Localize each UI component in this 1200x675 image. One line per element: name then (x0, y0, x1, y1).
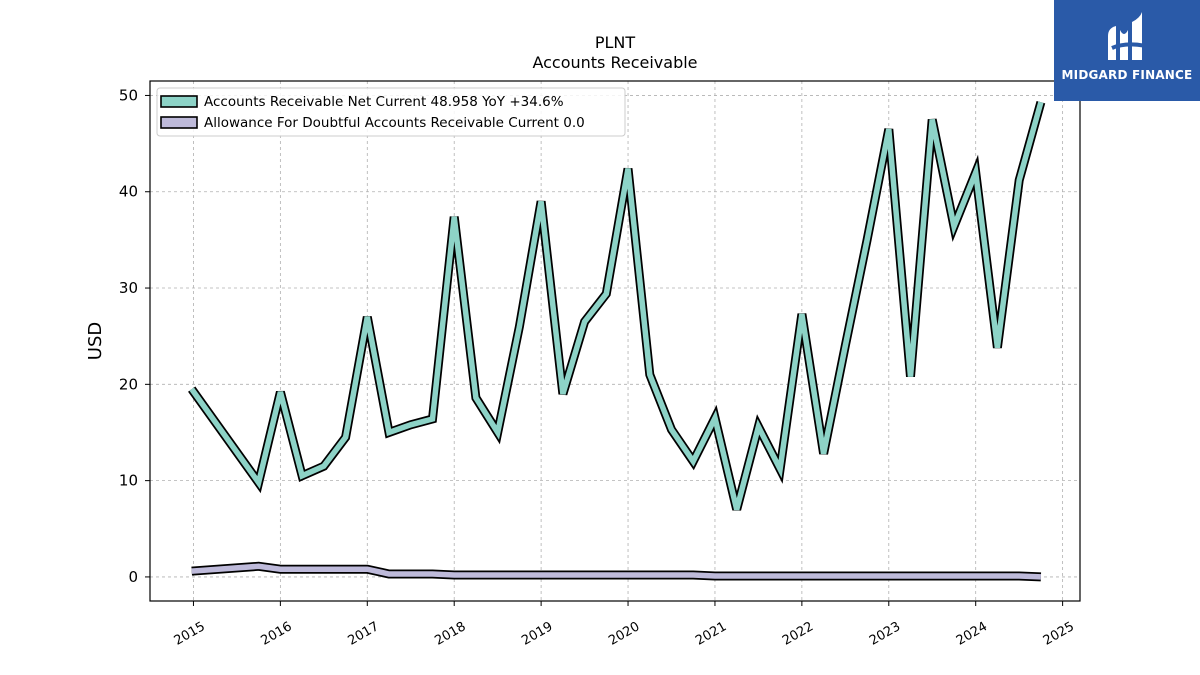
legend-label-1: Allowance For Doubtful Accounts Receivab… (204, 115, 585, 131)
y-tick-label: 50 (119, 86, 138, 104)
x-tick-label: 2015 (172, 619, 208, 649)
x-tick-label: 2022 (780, 619, 816, 649)
legend-swatch-1 (160, 116, 198, 129)
x-tick-label: 2021 (693, 619, 729, 649)
x-tick-label: 2016 (259, 619, 295, 649)
x-tick-label: 2019 (519, 619, 555, 649)
legend-label-0: Accounts Receivable Net Current 48.958 Y… (204, 94, 564, 110)
y-tick-label: 40 (119, 183, 138, 201)
y-tick-label: 30 (119, 279, 138, 297)
x-tick-label: 2023 (867, 619, 903, 649)
x-tick-label: 2017 (345, 619, 381, 649)
x-tick-label: 2024 (954, 619, 990, 649)
series-0-line (189, 101, 1044, 511)
chart-title: PLNT (595, 33, 636, 52)
chart-subtitle: Accounts Receivable (532, 53, 697, 72)
brand-logo-text: MIDGARD FINANCE (1061, 68, 1193, 82)
y-tick-label: 0 (128, 568, 138, 586)
brand-logo: MIDGARD FINANCE (1054, 0, 1200, 101)
y-tick-label: 20 (119, 375, 138, 393)
y-axis-label: USD (85, 322, 106, 360)
legend-swatch-0 (160, 95, 198, 108)
series-0-outline (188, 100, 1046, 511)
x-tick-label: 2025 (1041, 619, 1077, 649)
legend: Accounts Receivable Net Current 48.958 Y… (156, 87, 626, 137)
series-1-line (191, 563, 1042, 580)
x-tick-label: 2020 (606, 619, 642, 649)
plot-area-frame (149, 80, 1081, 602)
y-tick-label: 10 (119, 472, 138, 490)
x-tick-label: 2018 (432, 619, 468, 649)
midgard-logo-icon (1108, 12, 1147, 60)
legend-box (156, 87, 626, 137)
